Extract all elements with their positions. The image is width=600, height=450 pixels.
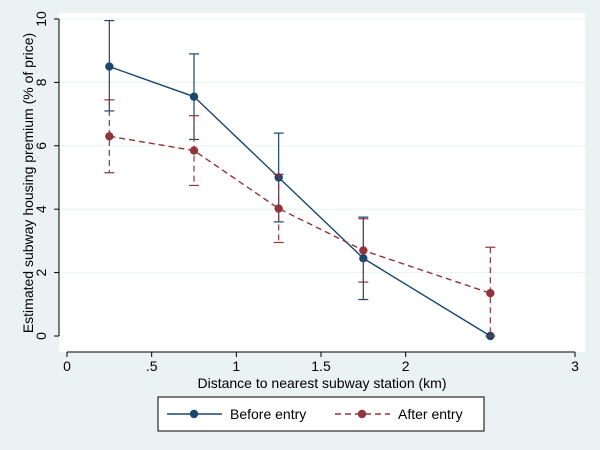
y-tick-label-2: 4 [33, 205, 49, 213]
legend: Before entry After entry [157, 396, 485, 432]
legend-label-0: Before entry [230, 406, 306, 422]
legend-label-1: After entry [398, 406, 463, 422]
x-tick-label-0: 0 [63, 358, 71, 374]
legend-item-1: After entry [335, 406, 463, 422]
series-1-point-0 [105, 132, 114, 141]
series-1-point-3 [359, 246, 368, 255]
x-tick-label-3: 1.5 [311, 358, 331, 374]
y-axis: 0 2 4 6 8 10 [33, 11, 60, 340]
x-tick-label-2: 1 [232, 358, 240, 374]
y-tick-label-4: 8 [33, 78, 49, 86]
x-tick-label-4: 2 [402, 358, 410, 374]
series-0-point-1 [189, 92, 199, 101]
legend-swatch-marker-1 [357, 409, 367, 419]
x-axis-title: Distance to nearest subway station (km) [198, 375, 447, 391]
series-0-point-0 [105, 62, 114, 71]
y-tick-label-3: 6 [33, 142, 49, 150]
x-axis: 0 .5 1 1.5 2 3 [63, 351, 579, 374]
y-axis-title: Estimated subway housing premium (% of p… [20, 33, 36, 333]
legend-item-0: Before entry [167, 406, 306, 422]
x-tick-label-5: 3 [571, 358, 579, 374]
series-1-point-2 [274, 204, 283, 213]
series-1-point-4 [486, 289, 495, 298]
legend-swatch-marker-0 [189, 409, 199, 419]
series-0-point-3 [359, 254, 368, 263]
series-1 [104, 99, 496, 337]
series-1-errorbar-0 [104, 99, 115, 174]
plot-area [59, 13, 585, 352]
grid [59, 18, 585, 274]
series-1-point-1 [189, 146, 199, 155]
y-tick-label-1: 2 [33, 268, 49, 276]
y-tick-label-0: 0 [33, 332, 49, 340]
x-tick-label-1: .5 [146, 358, 158, 374]
series-layer [104, 19, 496, 341]
y-tick-label-5: 10 [33, 11, 49, 27]
